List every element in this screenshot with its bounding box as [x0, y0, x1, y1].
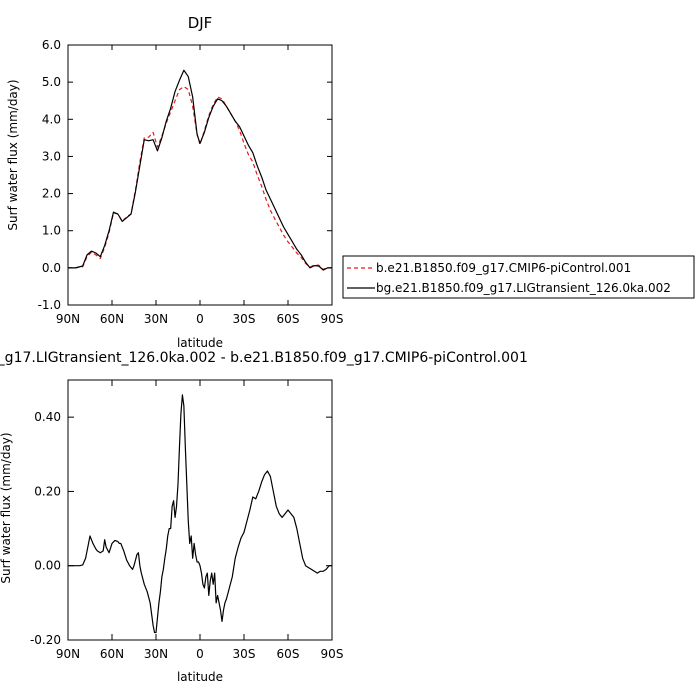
bottom-x-tick-label: 60N: [100, 647, 124, 661]
bottom-y-tick-label: -0.20: [30, 633, 61, 647]
top-y-tick-label: 1.0: [42, 224, 61, 238]
top-y-tick-label: 0.0: [42, 261, 61, 275]
bottom-y-axis-label: Surf water flux (mm/day): [0, 432, 13, 583]
top-x-tick-label: 90S: [321, 312, 344, 326]
legend-label-ligtransient: bg.e21.B1850.f09_g17.LIGtransient_126.0k…: [376, 281, 671, 295]
bottom-y-tick-label: 0.20: [34, 484, 61, 498]
bottom-x-ticks: 90N 60N 30N 0 30S 60S 90S: [56, 380, 344, 661]
bottom-y-tick-label: 0.40: [34, 410, 61, 424]
bottom-x-tick-label: 30S: [233, 647, 256, 661]
top-y-ticks: -1.0 0.0 1.0 2.0 3.0 4.0 5.0 6.0: [38, 38, 332, 312]
legend-box: [342, 255, 695, 299]
top-y-tick-label: 4.0: [42, 112, 61, 126]
top-x-tick-label: 30S: [233, 312, 256, 326]
top-x-tick-label: 0: [196, 312, 204, 326]
top-y-axis-label: Surf water flux (mm/day): [6, 79, 20, 230]
top-panel: DJF Surf water flux (mm/day) latitude 90…: [6, 14, 343, 350]
legend-label-picontrol: b.e21.B1850.f09_g17.CMIP6-piControl.001: [376, 261, 631, 275]
bottom-x-tick-label: 90N: [56, 647, 80, 661]
bottom-plot-frame: [67, 379, 333, 641]
bottom-x-axis-label: latitude: [177, 670, 223, 684]
top-x-tick-label: 90N: [56, 312, 80, 326]
top-plot-frame: [67, 44, 333, 306]
top-series-line-1: [68, 69, 332, 271]
top-y-tick-label: 5.0: [42, 75, 61, 89]
top-x-ticks: 90N 60N 30N 0 30S 60S 90S: [56, 45, 344, 326]
top-x-tick-label: 60S: [277, 312, 300, 326]
top-y-tick-label: 2.0: [42, 187, 61, 201]
legend: b.e21.B1850.f09_g17.CMIP6-piControl.001 …: [342, 255, 695, 299]
top-y-tick-label: 6.0: [42, 38, 61, 52]
bottom-x-tick-label: 90S: [321, 647, 344, 661]
bottom-y-tick-label: 0.00: [34, 559, 61, 573]
top-x-tick-label: 30N: [144, 312, 168, 326]
bottom-title: bg.e21.B1850.f09_g17.LIGtransient_126.0k…: [0, 350, 528, 366]
bottom-series-line-0: [68, 394, 332, 634]
top-series-lines: [68, 69, 332, 271]
top-x-tick-label: 60N: [100, 312, 124, 326]
bottom-y-ticks: -0.20 0.00 0.20 0.40: [30, 410, 332, 647]
bottom-x-tick-label: 60S: [277, 647, 300, 661]
bottom-x-tick-label: 0: [196, 647, 204, 661]
top-y-tick-label: 3.0: [42, 149, 61, 163]
top-y-tick-label: -1.0: [38, 298, 61, 312]
bottom-x-tick-label: 30N: [144, 647, 168, 661]
bottom-series-lines: [68, 394, 332, 634]
top-title: DJF: [188, 14, 213, 32]
bottom-panel: bg.e21.B1850.f09_g17.LIGtransient_126.0k…: [0, 350, 528, 684]
top-x-axis-label: latitude: [177, 336, 223, 350]
